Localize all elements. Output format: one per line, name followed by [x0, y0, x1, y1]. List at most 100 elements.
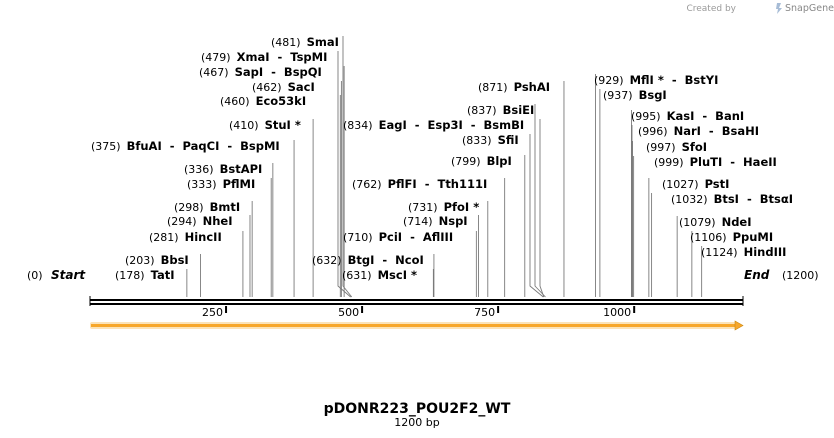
site-label[interactable]: (1032) BtsI - BtsαI [671, 192, 793, 206]
site-label[interactable]: (1106) PpuMI [690, 230, 773, 244]
site-label[interactable]: (631) MscI * [342, 268, 417, 282]
site-enzyme-names: NspI [439, 214, 468, 228]
site-leader-line [539, 119, 545, 298]
site-label[interactable]: (375) BfuAI - PaqCI - BspMI [91, 139, 280, 153]
site-label[interactable]: (762) PflFI - Tth111I [352, 177, 487, 191]
branding-product: SnapGene [785, 3, 834, 14]
site-position: (731) [408, 201, 438, 214]
ruler-tick-label: 500 [338, 306, 359, 319]
site-label[interactable]: (1079) NdeI [679, 215, 752, 229]
site-position: (799) [451, 155, 481, 168]
site-position: (937) [603, 89, 633, 102]
site-label[interactable]: (871) PshAI [478, 80, 550, 94]
site-enzyme-names: PciI - AflIII [379, 230, 454, 244]
site-label[interactable]: (294) NheI [167, 214, 232, 228]
site-position: (710) [343, 231, 373, 244]
site-label[interactable]: (731) PfoI * [408, 200, 479, 214]
site-enzyme-names: PstI [705, 177, 730, 191]
site-position: (995) [631, 110, 661, 123]
site-position: (714) [403, 215, 433, 228]
site-enzyme-names: HindIII [744, 245, 787, 259]
site-label[interactable]: (1027) PstI [662, 177, 729, 191]
start-name: Start [51, 268, 86, 282]
site-label[interactable]: (178) TatI [115, 268, 175, 282]
site-position: (375) [91, 140, 121, 153]
site-leader-line [529, 134, 544, 298]
site-label[interactable]: (799) BlpI [451, 154, 512, 168]
site-enzyme-names: NarI - BsaHI [674, 124, 759, 138]
site-position: (871) [478, 81, 508, 94]
site-position: (834) [343, 119, 373, 132]
site-label[interactable]: (481) SmaI [271, 35, 339, 49]
site-label[interactable]: (479) XmaI - TspMI [201, 50, 327, 64]
site-label[interactable]: (937) BsgI [603, 88, 667, 102]
site-enzyme-names: BsiEI [503, 103, 535, 117]
site-label[interactable]: (996) NarI - BsaHI [638, 124, 759, 138]
site-label[interactable]: (467) SapI - BspQI [199, 65, 322, 79]
site-enzyme-names: XmaI - TspMI [237, 50, 328, 64]
site-label[interactable]: (833) SfiI [462, 133, 519, 147]
site-position: (1124) [701, 246, 738, 259]
site-leader-lines [186, 36, 703, 298]
site-label[interactable]: (298) BmtI [174, 200, 240, 214]
site-enzyme-names: EagI - Esp3I - BsmBI [379, 118, 525, 132]
end-name: End [744, 268, 770, 282]
site-label[interactable]: (997) SfoI [646, 140, 707, 154]
feature-arrow[interactable] [90, 320, 744, 331]
site-position: (996) [638, 125, 668, 138]
site-label[interactable]: (410) StuI * [229, 118, 301, 132]
site-position: (631) [342, 269, 372, 282]
site-label[interactable]: (1124) HindIII [701, 245, 786, 259]
site-enzyme-names: PflMI [223, 177, 256, 191]
site-leader-line [337, 51, 351, 298]
site-leader-line [342, 36, 353, 298]
site-label[interactable]: (834) EagI - Esp3I - BsmBI [343, 118, 524, 132]
site-labels: (178) TatI(203) BbsI (281) HincII (294) NheI(2… [91, 35, 793, 282]
site-position: (467) [199, 66, 229, 79]
site-enzyme-names: PluTI - HaeII [690, 155, 777, 169]
site-enzyme-names: MscI * [378, 268, 417, 282]
site-label[interactable]: (929) MflI * - BstYI [594, 73, 718, 87]
site-label[interactable]: (460) Eco53kI [220, 94, 306, 108]
site-position: (294) [167, 215, 197, 228]
site-enzyme-names: BstAPI [220, 162, 263, 176]
site-position: (460) [220, 95, 250, 108]
site-label[interactable]: (333) PflMI [187, 177, 255, 191]
feature-arrow-head-icon [734, 320, 744, 331]
site-enzyme-names: HincII [185, 230, 222, 244]
end-label: End (1200) [744, 268, 819, 282]
site-position: (1032) [671, 193, 708, 206]
site-position: (336) [184, 163, 214, 176]
site-label[interactable]: (837) BsiEI [467, 103, 534, 117]
ruler-tick-label: 750 [474, 306, 495, 319]
ruler: 250 500 750 1000 [202, 306, 636, 319]
site-enzyme-names: PpuMI [733, 230, 774, 244]
site-enzyme-names: NdeI [722, 215, 752, 229]
site-position: (178) [115, 269, 145, 282]
site-enzyme-names: PflFI - Tth111I [388, 177, 488, 191]
site-label[interactable]: (203) BbsI [125, 253, 189, 267]
site-position: (462) [252, 81, 282, 94]
site-position: (333) [187, 178, 217, 191]
site-label[interactable]: (710) PciI - AflIII [343, 230, 453, 244]
snapgene-logo-icon [776, 3, 782, 14]
site-label[interactable]: (995) KasI - BanI [631, 109, 744, 123]
site-position: (632) [312, 254, 342, 267]
site-enzyme-names: SfoI [682, 140, 707, 154]
site-position: (997) [646, 141, 676, 154]
site-enzyme-names: KasI - BanI [667, 109, 745, 123]
site-label[interactable]: (714) NspI [403, 214, 468, 228]
site-label[interactable]: (999) PluTI - HaeII [654, 155, 777, 169]
site-label[interactable]: (462) SacI [252, 80, 315, 94]
site-position: (298) [174, 201, 204, 214]
site-enzyme-names: PshAI [514, 80, 550, 94]
site-enzyme-names: BbsI [161, 253, 189, 267]
branding-prefix: Created by [686, 4, 736, 14]
site-enzyme-names: MflI * - BstYI [630, 73, 719, 87]
start-label: (0) Start [27, 268, 86, 282]
site-label[interactable]: (632) BtgI - NcoI [312, 253, 424, 267]
site-label[interactable]: (281) HincII [149, 230, 222, 244]
site-label[interactable]: (336) BstAPI [184, 162, 262, 176]
site-enzyme-names: BlpI [487, 154, 512, 168]
site-enzyme-names: BfuAI - PaqCI - BspMI [127, 139, 280, 153]
